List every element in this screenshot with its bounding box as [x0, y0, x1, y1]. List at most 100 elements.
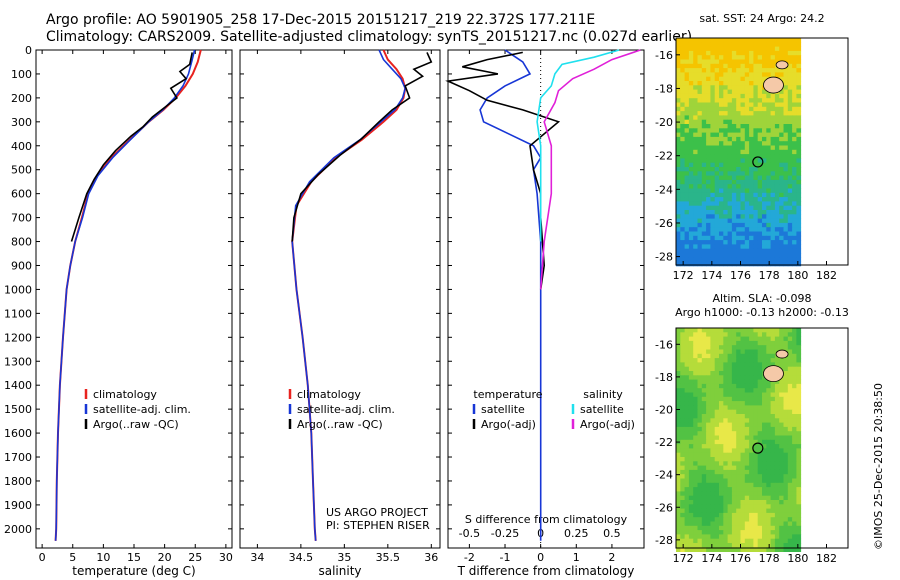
- sst_map-cell: [762, 261, 767, 267]
- sla_map-cell: [676, 491, 681, 497]
- sst_map-cell: [770, 162, 776, 168]
- sla_map-cell: [796, 426, 802, 432]
- sst_map-cell: [697, 240, 703, 245]
- sla_map-cell: [697, 444, 703, 449]
- sst_map-cell: [783, 89, 789, 95]
- sst_map-cell: [693, 132, 698, 138]
- sla_map-cell: [736, 349, 741, 355]
- sla_map-cell: [762, 482, 767, 488]
- salinity-series-climatology: [291, 49, 407, 541]
- sla_map-cell: [719, 512, 724, 518]
- sst_map-ytick-label: -22: [655, 150, 673, 163]
- sst_map-cell: [766, 128, 771, 133]
- sla_map-cell: [783, 431, 789, 436]
- sla_map-cell: [749, 388, 754, 393]
- sst_map-cell: [727, 235, 733, 241]
- sst_map-cell: [744, 89, 750, 95]
- sla_map-cell: [697, 474, 703, 479]
- sst_map-cell: [783, 132, 789, 138]
- sst_map-cell: [693, 149, 698, 155]
- sst_map-cell: [680, 124, 685, 129]
- sla_map-cell: [770, 345, 776, 350]
- sla_map-cell: [723, 426, 728, 432]
- sst_map-cell: [766, 214, 771, 219]
- sst_map-cell: [792, 128, 797, 133]
- sst_map-cell: [697, 231, 703, 237]
- sla_map-cell: [676, 328, 681, 333]
- sla_map-cell: [740, 388, 746, 393]
- sla_map-cell: [744, 379, 750, 385]
- sst_map-cell: [787, 158, 793, 164]
- sst_map-cell: [796, 124, 802, 129]
- sst_map-cell: [757, 72, 763, 78]
- sst_map-cell: [680, 175, 685, 181]
- difference-series-s-argo-adj-: [539, 49, 641, 290]
- sla_map-cell: [693, 534, 698, 540]
- sst_map-cell: [783, 136, 789, 142]
- sst_map-cell: [731, 141, 737, 146]
- sst_map-cell: [731, 158, 737, 164]
- sst_map-cell: [744, 197, 750, 202]
- sla_map-cell: [688, 465, 694, 471]
- sst_map-cell: [688, 136, 694, 142]
- sla_map-cell: [779, 478, 784, 484]
- sla_map-cell: [701, 409, 707, 415]
- sla_map-cell: [710, 418, 716, 423]
- sst_map-cell: [770, 106, 776, 112]
- sst_map-cell: [779, 124, 784, 129]
- sst_map-cell: [731, 132, 737, 138]
- sst_map-cell: [693, 141, 698, 146]
- sst_map-cell: [783, 50, 789, 56]
- sla_map-cell: [706, 383, 711, 389]
- sst_map-cell: [723, 214, 728, 219]
- sst_map-cell: [792, 124, 797, 129]
- sst_map-cell: [770, 257, 776, 262]
- sst_map-cell: [757, 89, 763, 95]
- sst_map-cell: [731, 222, 737, 228]
- sst_map-cell: [757, 154, 763, 159]
- sla_map-cell: [753, 495, 759, 501]
- sst_map-cell: [749, 141, 754, 146]
- sla_map-cell: [736, 362, 741, 368]
- sst_map-cell: [744, 132, 750, 138]
- sst_map-cell: [757, 253, 763, 258]
- sla_map-cell: [796, 543, 802, 548]
- sst_map-cell: [701, 218, 707, 224]
- sla_map-cell: [731, 478, 737, 484]
- sst_map-cell: [680, 68, 685, 73]
- sla_map-cell: [779, 538, 784, 544]
- sla_map-cell: [792, 465, 797, 471]
- sla_map-cell: [701, 422, 707, 428]
- sst_map-cell: [693, 231, 698, 237]
- sla_map-cell: [719, 517, 724, 522]
- sst_map-cell: [749, 244, 754, 250]
- sla_map-cell: [676, 452, 681, 458]
- sst_map-cell: [684, 167, 690, 172]
- sla_map-cell: [744, 392, 750, 398]
- sst_map-cell: [762, 248, 767, 254]
- sla_map-cell: [757, 375, 763, 380]
- sla_map-heatmap: [676, 328, 802, 552]
- sst_map-cell: [749, 85, 754, 90]
- sst_map-cell: [693, 158, 698, 164]
- sst_map-cell: [688, 179, 694, 185]
- sst_map-cell: [787, 154, 793, 159]
- sla_map-cell: [753, 457, 759, 462]
- sst_map-cell: [727, 205, 733, 211]
- sla_map-cell: [684, 491, 690, 497]
- sla_map-cell: [787, 448, 793, 454]
- sla_map-cell: [706, 530, 711, 535]
- sst_map-cell: [731, 63, 737, 69]
- sst_map-cell: [757, 85, 763, 90]
- sla_map-cell: [753, 405, 759, 411]
- sst_map-cell: [684, 102, 690, 108]
- sla_map-cell: [701, 358, 707, 363]
- sla_map-cell: [762, 469, 767, 475]
- sla_map-cell: [714, 444, 720, 449]
- sla_map-cell: [676, 521, 681, 527]
- sla_map-cell: [736, 379, 741, 385]
- sst_map-cell: [783, 55, 789, 60]
- sst_map-cell: [676, 102, 681, 108]
- sst_map-cell: [684, 81, 690, 86]
- sla_map-cell: [762, 362, 767, 368]
